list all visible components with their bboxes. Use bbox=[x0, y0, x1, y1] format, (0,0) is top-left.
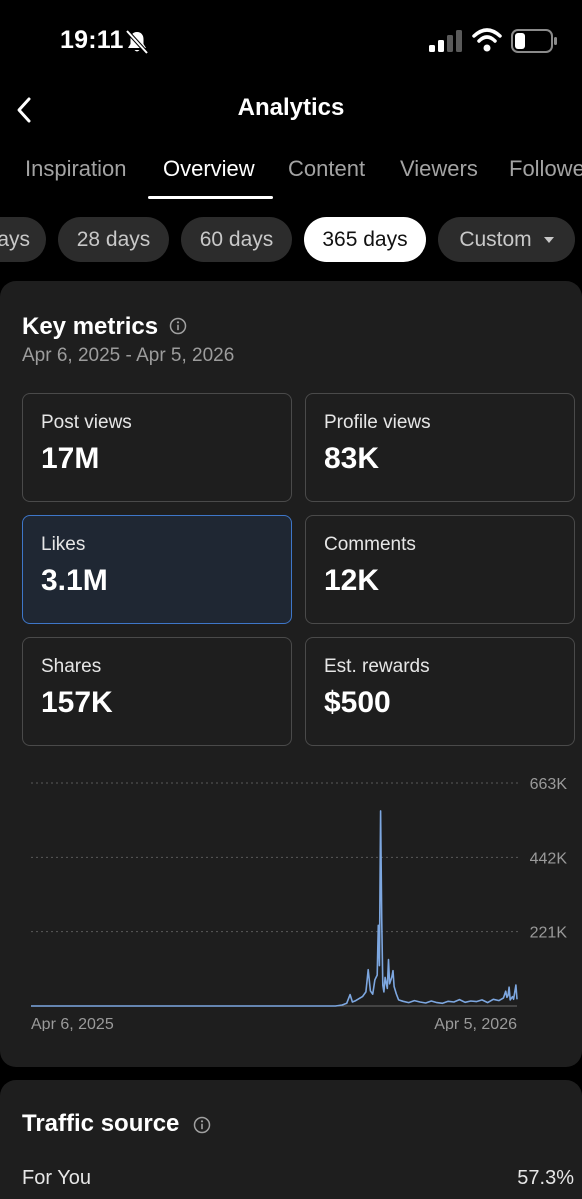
chip-label: 365 days bbox=[322, 227, 408, 251]
status-bar: 19:11 bbox=[0, 0, 582, 80]
tab-overview[interactable]: Overview bbox=[163, 156, 255, 181]
chip-60-days[interactable]: 60 days bbox=[181, 217, 292, 262]
likes-series-line bbox=[31, 810, 518, 1007]
status-time: 19:11 bbox=[60, 26, 124, 54]
x-tick-label: Apr 5, 2026 bbox=[434, 1016, 517, 1031]
active-tab-indicator bbox=[148, 196, 273, 199]
y-tick-label: 221K bbox=[530, 925, 568, 942]
chip-label: 60 days bbox=[199, 227, 274, 251]
tab-viewers[interactable]: Viewers bbox=[400, 156, 478, 181]
metric-value: 12K bbox=[324, 564, 380, 597]
x-tick-label: Apr 6, 2025 bbox=[31, 1016, 114, 1031]
traffic-source-title: Traffic source bbox=[22, 1110, 180, 1137]
chip-28-days[interactable]: 28 days bbox=[58, 217, 169, 262]
chip-custom[interactable]: Custom bbox=[438, 217, 575, 262]
metric-est-rewards[interactable]: Est. rewards $500 bbox=[305, 637, 575, 746]
key-metrics-card: Key metrics Apr 6, 2025 - Apr 5, 2026 Po… bbox=[0, 281, 582, 1067]
tab-content[interactable]: Content bbox=[288, 156, 366, 181]
metric-label: Likes bbox=[41, 534, 86, 555]
chip-label: ays bbox=[0, 227, 30, 251]
metric-value: 17M bbox=[41, 442, 100, 475]
y-tick-label: 663K bbox=[530, 776, 568, 793]
metric-label: Est. rewards bbox=[324, 656, 430, 677]
battery-icon bbox=[511, 29, 557, 53]
likes-line-chart[interactable]: 221K 442K 663K Apr 6, 2025 Apr 5, 2026 bbox=[0, 771, 582, 1031]
y-tick-label: 442K bbox=[530, 850, 568, 867]
metric-value: 157K bbox=[41, 686, 113, 719]
back-button[interactable] bbox=[6, 90, 42, 130]
metric-likes[interactable]: Likes 3.1M bbox=[22, 515, 292, 624]
metric-shares[interactable]: Shares 157K bbox=[22, 637, 292, 746]
traffic-source-label: For You bbox=[22, 1167, 91, 1189]
cellular-signal-icon bbox=[429, 30, 462, 52]
key-metrics-title: Key metrics bbox=[22, 313, 159, 340]
metric-profile-views[interactable]: Profile views 83K bbox=[305, 393, 575, 502]
metric-label: Post views bbox=[41, 412, 132, 433]
metric-label: Profile views bbox=[324, 412, 431, 433]
tab-inspiration[interactable]: Inspiration bbox=[25, 156, 127, 181]
bell-off-icon bbox=[125, 29, 149, 55]
traffic-source-value: 57.3% bbox=[517, 1167, 574, 1189]
date-range-label: Apr 6, 2025 - Apr 5, 2026 bbox=[22, 345, 235, 366]
info-icon[interactable] bbox=[169, 317, 187, 335]
page-title: Analytics bbox=[237, 94, 345, 121]
chip-365-days[interactable]: 365 days bbox=[304, 217, 426, 262]
chip-label: 28 days bbox=[76, 227, 151, 251]
chip-7-days[interactable]: ays bbox=[0, 217, 46, 262]
metric-post-views[interactable]: Post views 17M bbox=[22, 393, 292, 502]
caret-down-icon bbox=[543, 236, 554, 243]
tab-followers[interactable]: Followe bbox=[509, 156, 582, 181]
chip-label: Custom bbox=[459, 227, 532, 251]
metric-label: Shares bbox=[41, 656, 102, 677]
metric-comments[interactable]: Comments 12K bbox=[305, 515, 575, 624]
info-icon[interactable] bbox=[193, 1116, 211, 1134]
chevron-left-icon bbox=[17, 97, 31, 123]
metric-value: 3.1M bbox=[41, 564, 108, 597]
metric-value: $500 bbox=[324, 686, 391, 719]
date-range-chips: ays 28 days 60 days 365 days Custom bbox=[0, 217, 582, 263]
metric-value: 83K bbox=[324, 442, 380, 475]
traffic-source-card: Traffic source For You 57.3% bbox=[0, 1080, 582, 1199]
tab-bar: Inspiration Overview Content Viewers Fol… bbox=[0, 148, 582, 200]
wifi-icon bbox=[472, 28, 502, 52]
metric-label: Comments bbox=[324, 534, 416, 555]
